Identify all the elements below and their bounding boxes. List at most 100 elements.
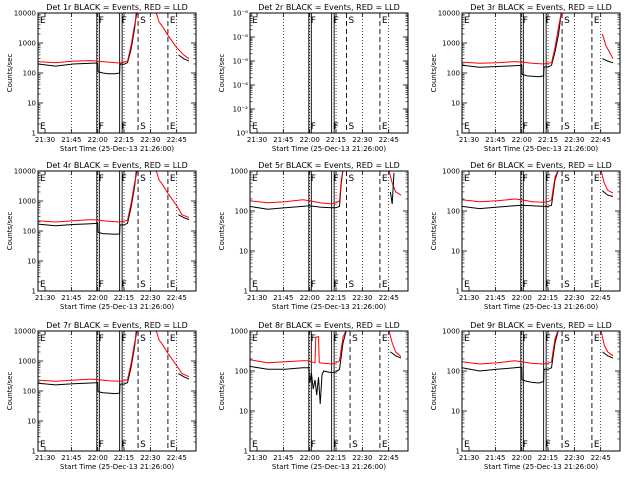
series-group (250, 171, 402, 210)
detector-panel-8: Det 8r BLACK = Events, RED = LLDEEFFFFSS… (218, 321, 409, 471)
marker-label: F (334, 122, 339, 132)
x-tick-label: 22:00 (300, 136, 320, 144)
marker-label: E (40, 334, 46, 344)
y-axis-title: Counts/sec (218, 212, 226, 251)
marker-label: F (122, 280, 127, 290)
marker-label: E (40, 174, 46, 184)
series-line-events (390, 351, 402, 359)
x-axis-title: Start Time (25-Dec-13 21:26:00) (60, 463, 174, 471)
y-axis-title: Counts/sec (6, 54, 14, 93)
marker-label: E (252, 174, 258, 184)
marker-label: E (170, 16, 176, 26)
marker-label: F (122, 334, 127, 344)
panel-title: Det 8r BLACK = Events, RED = LLD (258, 321, 400, 330)
series-line-events (178, 373, 190, 380)
series-group (38, 13, 190, 75)
series-line-events (38, 331, 137, 395)
marker-label: E (382, 280, 388, 290)
y-tick-label: 1000 (230, 328, 248, 336)
marker-label: E (252, 334, 258, 344)
y-axis-title: Counts/sec (430, 372, 438, 411)
y-tick-label: 10 (451, 100, 460, 108)
marker-label: S (564, 440, 570, 450)
marker-label: F (99, 174, 104, 184)
detector-panel-5: Det 5r BLACK = Events, RED = LLDEEFFFFSS… (218, 161, 409, 311)
marker-label: S (564, 16, 570, 26)
detector-panel-9: Det 9r BLACK = Events, RED = LLDEEFFFFSS… (430, 321, 621, 471)
series-line-lld (601, 33, 614, 59)
marker-label: S (140, 122, 146, 132)
marker-label: F (523, 280, 528, 290)
x-tick-label: 21:30 (35, 136, 55, 144)
plot-frame (37, 170, 197, 292)
panel-title: Det 9r BLACK = Events, RED = LLD (470, 321, 612, 330)
marker-label: E (40, 16, 46, 26)
series-line-events (602, 190, 614, 197)
y-tick-label: 10000 (14, 168, 36, 176)
x-tick-label: 22:15 (326, 454, 346, 462)
x-axis-title: Start Time (25-Dec-13 21:26:00) (60, 303, 174, 311)
x-tick-label: 21:30 (35, 454, 55, 462)
y-tick-label: 10 (27, 100, 36, 108)
marker-label: F (311, 122, 316, 132)
x-tick-label: 21:45 (485, 294, 505, 302)
y-axis-title: Counts/sec (6, 372, 14, 411)
marker-label: F (99, 122, 104, 132)
x-tick-label: 22:30 (352, 454, 372, 462)
y-tick-label: 100 (235, 368, 248, 376)
plot-frame (461, 12, 621, 134)
series-line-events (602, 58, 614, 64)
marker-label: F (523, 174, 528, 184)
marker-label: E (382, 16, 388, 26)
series-line-lld (38, 331, 138, 382)
y-tick-label: 1 (244, 448, 248, 456)
marker-label: E (464, 440, 470, 450)
marker-label: F (99, 16, 104, 26)
x-tick-label: 22:45 (591, 294, 611, 302)
x-axis-title: Start Time (25-Dec-13 21:26:00) (60, 145, 174, 153)
x-tick-label: 22:45 (167, 136, 187, 144)
x-tick-label: 21:30 (459, 136, 479, 144)
marker-label: E (464, 122, 470, 132)
detector-panel-2: Det 2r BLACK = Events, RED = LLDEEFFFFSS… (218, 3, 409, 153)
marker-label: E (594, 122, 600, 132)
y-tick-label: 10 (27, 258, 36, 266)
y-tick-label: 10⁻⁴ (233, 82, 249, 90)
x-tick-label: 22:45 (379, 294, 399, 302)
series-line-events (462, 13, 562, 78)
x-tick-label: 21:45 (273, 454, 293, 462)
x-tick-label: 21:30 (459, 294, 479, 302)
y-tick-label: 100 (447, 70, 460, 78)
series-line-lld (38, 171, 138, 223)
plot-frame (461, 170, 621, 292)
x-tick-label: 22:30 (140, 294, 160, 302)
x-tick-label: 21:45 (61, 136, 81, 144)
marker-label: F (523, 440, 528, 450)
plot-frame (461, 330, 621, 452)
series-line-lld (600, 331, 614, 357)
marker-label: F (334, 16, 339, 26)
series-line-lld (155, 331, 190, 378)
y-tick-label: 100 (23, 70, 36, 78)
panel-title: Det 3r BLACK = Events, RED = LLD (470, 3, 612, 12)
series-line-lld (388, 331, 402, 357)
panel-title: Det 7r BLACK = Events, RED = LLD (46, 321, 188, 330)
y-tick-label: 1 (32, 448, 36, 456)
x-tick-label: 22:30 (140, 454, 160, 462)
x-tick-label: 22:15 (538, 294, 558, 302)
detector-panel-1: Det 1r BLACK = Events, RED = LLDEEFFFFSS… (6, 3, 197, 153)
marker-label: F (546, 280, 551, 290)
y-tick-label: 10 (451, 248, 460, 256)
x-tick-label: 22:15 (326, 294, 346, 302)
series-line-events (38, 13, 137, 75)
y-tick-label: 10⁻⁶ (233, 58, 249, 66)
x-tick-label: 21:45 (273, 294, 293, 302)
marker-label: E (40, 440, 46, 450)
y-axis-title: Counts/sec (430, 212, 438, 251)
marker-label: E (40, 122, 46, 132)
marker-label: E (464, 334, 470, 344)
x-tick-label: 22:45 (591, 454, 611, 462)
marker-label: E (252, 440, 258, 450)
y-tick-label: 10000 (14, 10, 36, 18)
